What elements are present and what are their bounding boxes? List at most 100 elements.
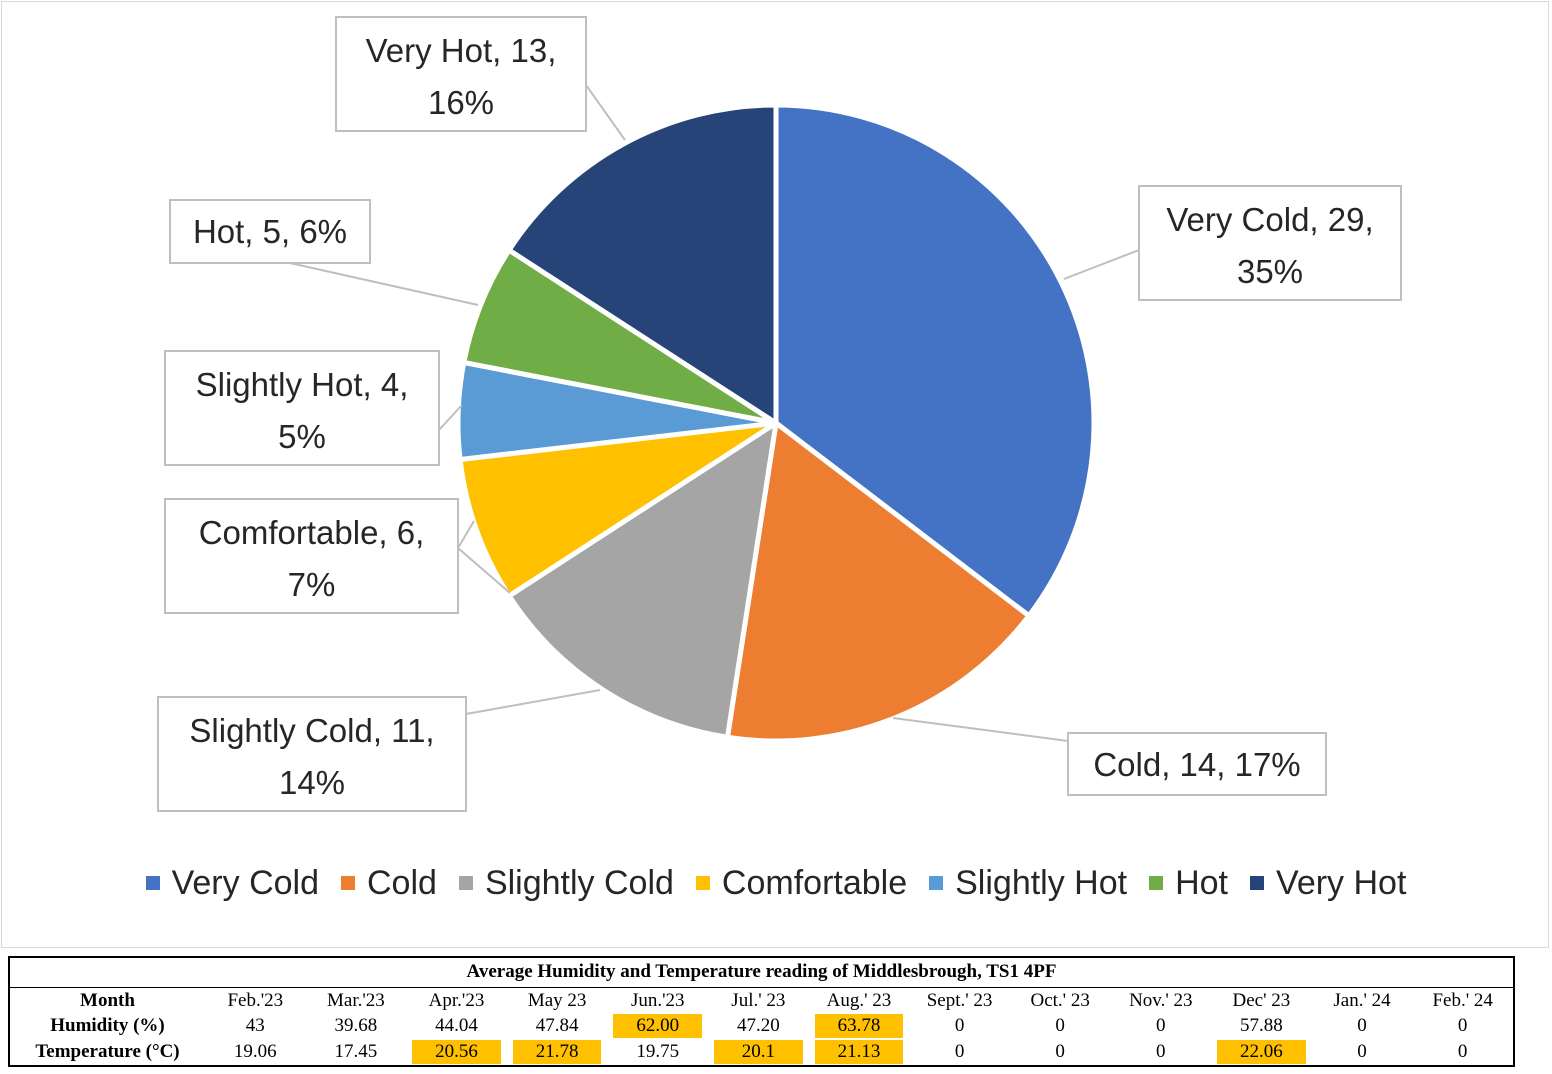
humidity-cell-value: 63.78 bbox=[814, 1014, 904, 1039]
legend-swatch bbox=[929, 876, 944, 890]
callout-box bbox=[164, 350, 440, 466]
month-cell-value: Jul.' 23 bbox=[731, 989, 786, 1011]
humidity-cell-value: 57.88 bbox=[1240, 1015, 1283, 1037]
humidity-cell: 0 bbox=[1312, 1014, 1413, 1040]
table-row-humidity: Humidity (%) 43 39.68 44.04 47.84 62.00 47.20… bbox=[10, 1014, 1513, 1040]
legend-swatch bbox=[1149, 876, 1164, 890]
month-header: Month bbox=[80, 989, 135, 1011]
temperature-cell: 17.45 bbox=[306, 1039, 407, 1065]
readings-table: Average Humidity and Temperature reading… bbox=[8, 956, 1515, 1067]
pie-slice-slightly-cold bbox=[506, 420, 779, 740]
humidity-cell: 63.78 bbox=[809, 1014, 910, 1040]
temperature-cell: 0 bbox=[1312, 1039, 1413, 1065]
temperature-cell: 20.56 bbox=[406, 1039, 507, 1065]
temperature-cell: 21.13 bbox=[809, 1039, 910, 1065]
data-label-callout: Very Cold, 29, 35% bbox=[1138, 185, 1402, 301]
humidity-cell-value: 47.20 bbox=[736, 1015, 780, 1037]
humidity-cell: 0 bbox=[1110, 1014, 1211, 1040]
legend-label: Very Cold bbox=[171, 863, 319, 902]
humidity-cell-value: 39.68 bbox=[334, 1015, 378, 1037]
legend-label: Hot bbox=[1175, 863, 1229, 902]
month-cell: Aug.' 23 bbox=[809, 987, 910, 1013]
humidity-cell: 43 bbox=[205, 1014, 306, 1040]
leader-line bbox=[1063, 249, 1140, 280]
month-cell: Sept.' 23 bbox=[909, 987, 1010, 1013]
month-cell-value: Nov.' 23 bbox=[1129, 989, 1193, 1011]
month-cell-value: May 23 bbox=[527, 989, 587, 1011]
temperature-cell: 19.06 bbox=[205, 1039, 306, 1065]
temperature-cell-value: 20.1 bbox=[714, 1040, 803, 1065]
data-labels: Very Cold, 29, 35% Cold, 14, 17% Slightly C… bbox=[157, 16, 1402, 812]
data-label-callout: Slightly Cold, 11, 14% bbox=[157, 696, 467, 812]
temperature-cell: 19.75 bbox=[607, 1039, 708, 1065]
data-label-percent: 16% bbox=[428, 84, 494, 121]
month-cell-value: Apr.'23 bbox=[428, 989, 485, 1011]
table-row-months: Month Feb.'23 Mar.'23 Apr.'23 May 23 Jun.'23… bbox=[10, 987, 1513, 1013]
callout-box bbox=[157, 696, 467, 812]
month-cell-value: Dec' 23 bbox=[1232, 989, 1291, 1011]
data-label-text: Comfortable, 6, bbox=[199, 514, 425, 551]
pie-slice-comfortable bbox=[457, 420, 779, 599]
month-cell-value: Sept.' 23 bbox=[926, 989, 993, 1011]
temperature-header: Temperature (°C) bbox=[35, 1041, 180, 1063]
data-label-percent: 35% bbox=[1237, 253, 1303, 290]
data-label-text: Very Cold, 29, bbox=[1166, 201, 1373, 238]
temperature-cell: 0 bbox=[909, 1039, 1010, 1065]
chart-legend: Very Cold Cold Slightly Cold Comfortable Sli… bbox=[0, 858, 1552, 908]
humidity-cell: 39.68 bbox=[306, 1014, 407, 1040]
temperature-cell-value: 0 bbox=[954, 1041, 965, 1063]
temperature-cell-value: 21.13 bbox=[814, 1040, 904, 1065]
humidity-cell-value: 0 bbox=[954, 1015, 965, 1037]
temperature-cell-value: 0 bbox=[1156, 1041, 1166, 1063]
legend-swatch bbox=[1250, 876, 1265, 890]
table-title: Average Humidity and Temperature reading… bbox=[10, 958, 1513, 988]
legend-swatch bbox=[145, 876, 160, 890]
temperature-cell: 22.06 bbox=[1211, 1039, 1312, 1065]
callout-box bbox=[169, 199, 371, 264]
month-cell: Jul.' 23 bbox=[708, 987, 809, 1013]
humidity-cell: 57.88 bbox=[1211, 1014, 1312, 1040]
pie-chart: Very Cold, 29, 35% Cold, 14, 17% Slightly C… bbox=[157, 16, 1402, 812]
legend-item-comfortable: Comfortable bbox=[695, 863, 908, 903]
humidity-cell-value: 62.00 bbox=[613, 1014, 703, 1039]
temperature-cell-value: 20.56 bbox=[412, 1040, 501, 1065]
month-cell: Mar.'23 bbox=[306, 987, 407, 1013]
table-row-temperature: Temperature (°C) 19.06 17.45 20.56 21.78 19.… bbox=[10, 1039, 1513, 1065]
pie-slice-very-hot bbox=[506, 102, 779, 426]
legend-label: Slightly Hot bbox=[955, 863, 1128, 902]
month-cell: Feb.'23 bbox=[205, 987, 306, 1013]
humidity-cell-value: 0 bbox=[1055, 1015, 1065, 1037]
legend-item-slightly-hot: Slightly Hot bbox=[929, 864, 1127, 903]
data-label-callout: Cold, 14, 17% bbox=[1067, 732, 1327, 796]
leader-line bbox=[585, 81, 626, 141]
temperature-cell: 0 bbox=[1110, 1039, 1211, 1065]
legend-label: Comfortable bbox=[721, 863, 908, 902]
temperature-cell-value: 0 bbox=[1055, 1041, 1065, 1063]
humidity-cell-value: 43 bbox=[245, 1015, 265, 1037]
callout-box bbox=[164, 498, 459, 614]
month-cell-value: Jun.'23 bbox=[630, 989, 685, 1011]
humidity-cell: 0 bbox=[1412, 1014, 1513, 1040]
data-label-text: Very Hot, 13, bbox=[366, 32, 557, 69]
legend-label: Cold bbox=[367, 863, 437, 902]
humidity-cell: 47.20 bbox=[708, 1014, 809, 1040]
month-cell: Jun.'23 bbox=[607, 987, 708, 1013]
month-cell: Jan.' 24 bbox=[1312, 987, 1413, 1013]
data-label-callout: Slightly Hot, 4, 5% bbox=[164, 350, 440, 466]
month-cell-value: Feb.' 24 bbox=[1432, 989, 1493, 1011]
temperature-cell-value: 0 bbox=[1457, 1041, 1468, 1063]
data-label-callout: Hot, 5, 6% bbox=[169, 199, 371, 264]
month-cell-value: Oct.' 23 bbox=[1030, 989, 1090, 1011]
temperature-cell-value: 19.06 bbox=[233, 1041, 277, 1063]
humidity-cell-value: 0 bbox=[1457, 1015, 1468, 1037]
month-cell-value: Jan.' 24 bbox=[1333, 989, 1391, 1011]
data-label-text: Cold, 14, 17% bbox=[1093, 746, 1300, 783]
data-label-text: Hot, 5, 6% bbox=[193, 213, 347, 250]
month-cell-value: Feb.'23 bbox=[227, 989, 284, 1011]
data-label-percent: 7% bbox=[288, 566, 336, 603]
temperature-cell: 20.1 bbox=[708, 1039, 809, 1065]
humidity-cell-value: 47.84 bbox=[535, 1015, 579, 1037]
legend-item-very-cold: Very Cold bbox=[145, 863, 319, 903]
data-label-callout: Comfortable, 6, 7% bbox=[164, 498, 459, 614]
pie-slice-very-cold bbox=[773, 102, 1097, 619]
